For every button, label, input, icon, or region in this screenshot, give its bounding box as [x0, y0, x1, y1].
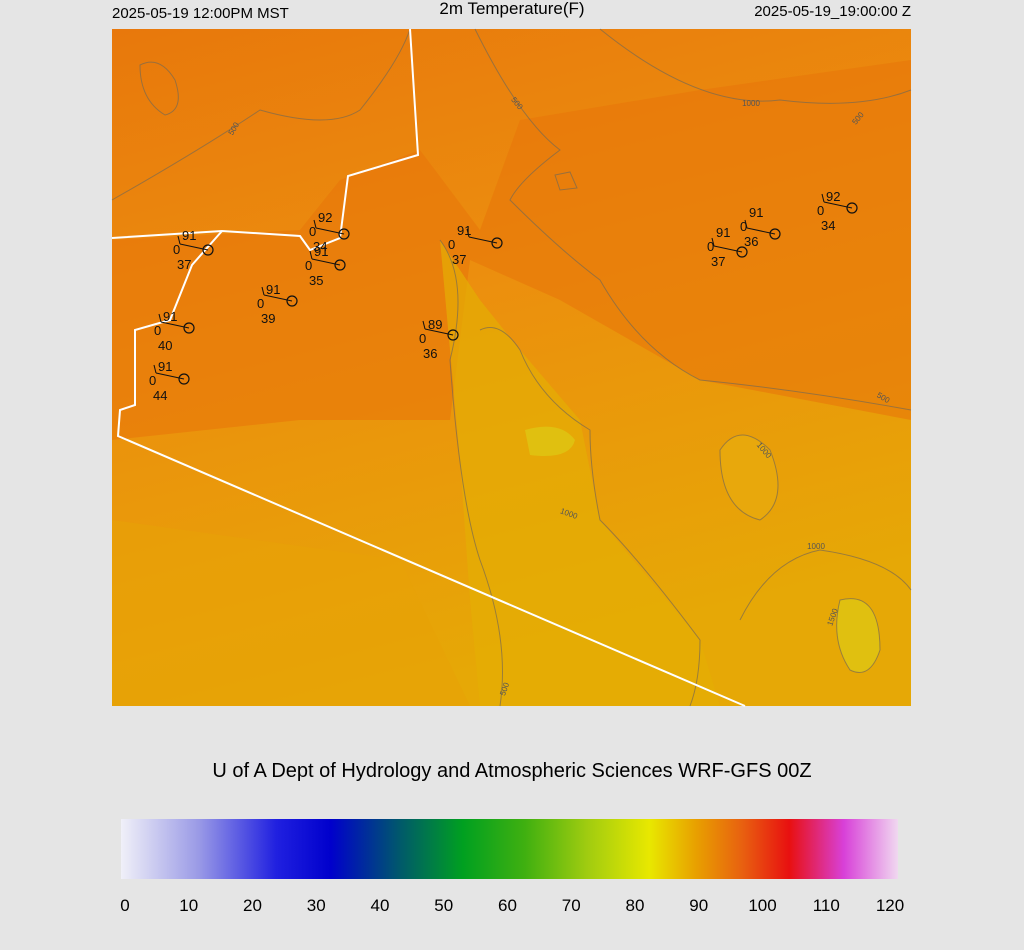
cool-region [112, 520, 470, 706]
station-dewpoint: 36 [744, 234, 758, 249]
colorbar-tick-label: 80 [626, 896, 645, 915]
colorbar-tick-label: 50 [434, 896, 453, 915]
wind-barb [466, 228, 470, 238]
station-circle [447, 329, 459, 341]
station-dewpoint: 36 [423, 346, 437, 361]
station-cloud: 0 [257, 296, 264, 311]
station-cloud: 0 [149, 373, 156, 388]
colorbar-tick-label: 90 [689, 896, 708, 915]
contour-label: 1000 [807, 542, 825, 551]
station-dewpoint: 35 [309, 273, 323, 288]
warm-region [112, 60, 911, 440]
station-cloud: 0 [448, 237, 455, 252]
station-circle [286, 295, 298, 307]
station-cloud: 0 [707, 239, 714, 254]
station-temp: 91 [457, 223, 471, 238]
station-temp: 92 [318, 210, 332, 225]
colorbar-tick-label: 40 [371, 896, 390, 915]
station-circle [334, 259, 346, 271]
contour-label: 500 [498, 681, 511, 697]
wind-barb [177, 235, 181, 245]
station-temp: 91 [158, 359, 172, 374]
station-dewpoint: 34 [313, 239, 327, 254]
wind-barb [309, 250, 313, 260]
station-temp: 89 [428, 317, 442, 332]
station-temp: 91 [749, 205, 763, 220]
wind-barb [744, 219, 748, 229]
station-cloud: 0 [305, 258, 312, 273]
station-cloud: 0 [173, 242, 180, 257]
colorbar-tick-label: 100 [748, 896, 776, 915]
header-left: 2025-05-19 12:00PM MST [112, 5, 289, 22]
station-temp: 91 [716, 225, 730, 240]
wind-barb [158, 313, 162, 323]
cool-spot [525, 426, 575, 456]
station-temp: 92 [826, 189, 840, 204]
station-dewpoint: 37 [177, 257, 191, 272]
station-dewpoint: 39 [261, 311, 275, 326]
station-temp: 91 [314, 244, 328, 259]
wind-barb [821, 193, 825, 203]
state-borders [111, 28, 746, 707]
colorbar-tick-label: 30 [307, 896, 326, 915]
station-cloud: 0 [309, 224, 316, 239]
station-dewpoint: 40 [158, 338, 172, 353]
map [111, 28, 912, 707]
station-cloud: 0 [817, 203, 824, 218]
wind-barb [261, 286, 265, 296]
colorbar-tick-label: 20 [243, 896, 262, 915]
colorbar-tick-label: 70 [562, 896, 581, 915]
station-circle [769, 228, 781, 240]
cool-ridge [440, 240, 720, 706]
contours [111, 28, 912, 707]
contour-label: 1000 [742, 99, 760, 108]
station-circle [736, 246, 748, 258]
wind-barb [313, 219, 317, 229]
station-dewpoint: 34 [821, 218, 835, 233]
station-dewpoint: 37 [711, 254, 725, 269]
footer: U of A Dept of Hydrology and Atmospheric… [212, 760, 811, 782]
cool-spot [836, 598, 880, 673]
cool-spot [720, 435, 778, 520]
station-dewpoint: 37 [452, 252, 466, 267]
colorbar-tick-label: 0 [120, 896, 129, 915]
station-temp: 91 [266, 282, 280, 297]
header-title: 2m Temperature(F) [439, 0, 584, 18]
colorbar-tick-label: 10 [179, 896, 198, 915]
header-right: 2025-05-19_19:00:00 Z [754, 3, 911, 20]
station-circle [178, 373, 190, 385]
station-dewpoint: 44 [153, 388, 167, 403]
station-circle [491, 237, 503, 249]
station-cloud: 0 [419, 331, 426, 346]
colorbar-tick-label: 110 [813, 896, 840, 915]
colorbar-tick-label: 120 [876, 896, 904, 915]
station-circle [846, 202, 858, 214]
station-circle [183, 322, 195, 334]
station-temp: 91 [182, 228, 196, 243]
colorbar-tick-label: 60 [498, 896, 517, 915]
station-cloud: 0 [154, 323, 161, 338]
wind-barb [422, 320, 426, 330]
wind-barb [153, 364, 157, 374]
station-circle [338, 228, 350, 240]
station-temp: 91 [163, 309, 177, 324]
wind-barb [711, 237, 715, 247]
colorbar [121, 819, 898, 879]
station-circle [202, 244, 214, 256]
station-cloud: 0 [740, 219, 747, 234]
